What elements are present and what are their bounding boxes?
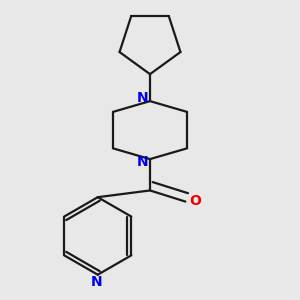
Text: N: N (90, 275, 102, 289)
Text: O: O (190, 194, 201, 208)
Text: N: N (137, 92, 148, 105)
Text: N: N (137, 155, 148, 169)
